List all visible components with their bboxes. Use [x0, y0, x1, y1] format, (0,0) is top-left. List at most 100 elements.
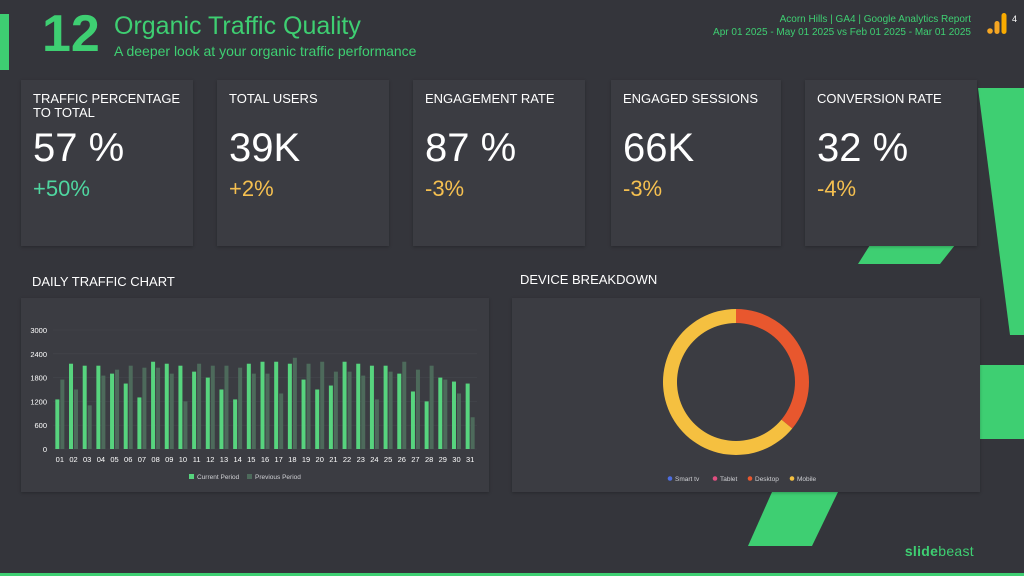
x-tick-label: 31: [466, 455, 474, 464]
bar-previous: [470, 417, 475, 449]
donut-slice-mobile: [663, 309, 793, 455]
kpi-label: ENGAGEMENT RATE: [425, 91, 555, 106]
x-tick-label: 14: [233, 455, 241, 464]
bar-current: [328, 385, 333, 449]
date-range: Apr 01 2025 - May 01 2025 vs Feb 01 2025…: [713, 27, 971, 38]
bar-current: [178, 365, 183, 449]
legend-dot: [747, 476, 753, 481]
brand-bold: slide: [904, 543, 939, 559]
kpi-value: 39K: [229, 126, 301, 170]
kpi-delta: +50%: [33, 176, 90, 201]
legend-label: Mobile: [797, 476, 817, 483]
y-tick-label: 0: [43, 445, 47, 454]
bar-current: [246, 363, 251, 449]
bar-previous: [156, 367, 161, 449]
x-tick-label: 24: [370, 455, 378, 464]
bar-current: [96, 365, 101, 449]
x-tick-label: 20: [316, 455, 324, 464]
x-tick-label: 03: [83, 455, 91, 464]
x-tick-label: 28: [425, 455, 433, 464]
legend-dot: [789, 476, 795, 481]
bar-previous: [361, 375, 366, 449]
x-tick-label: 11: [193, 455, 201, 464]
legend-swatch-previous: [247, 474, 252, 479]
bar-current: [192, 371, 197, 449]
bar-current: [369, 365, 374, 449]
donut-slice-desktop: [736, 309, 809, 429]
legend-label: Desktop: [755, 476, 779, 483]
bar-current: [451, 381, 456, 449]
kpi-label: TRAFFIC PERCENTAGE TO TOTAL: [33, 91, 181, 120]
device-breakdown-chart-card: Smart tv Tablet Desktop Mobile: [512, 298, 980, 492]
daily-traffic-chart-card: 0 600 1200 1800 2400 3000 01 02 03 04 05 06 07 08 09 10…: [21, 298, 489, 492]
bar-current: [397, 373, 402, 449]
brand-logo: slidebeast: [905, 543, 974, 559]
x-tick-label: 21: [329, 455, 337, 464]
deco-shape-mid: [858, 245, 955, 264]
y-tick-label: 1200: [30, 397, 47, 406]
deco-shape-top-right: [978, 88, 1024, 335]
bar-current: [301, 379, 306, 449]
bar-current: [151, 361, 156, 449]
kpi-label: TOTAL USERS: [229, 91, 318, 106]
page-title: Organic Traffic Quality: [114, 12, 361, 40]
bar-previous: [183, 401, 188, 449]
bar-current: [110, 373, 115, 449]
bar-current: [465, 383, 470, 449]
bar-current: [55, 399, 60, 449]
x-tick-label: 16: [261, 455, 269, 464]
kpi-value: 32 %: [817, 126, 909, 170]
legend-label: Tablet: [720, 476, 738, 483]
bar-previous: [238, 367, 243, 449]
x-tick-label: 29: [439, 455, 447, 464]
bar-previous: [87, 405, 92, 449]
kpi-card-engaged-sessions: ENGAGED SESSIONS 66K -3%: [611, 80, 781, 246]
bar-previous: [347, 371, 352, 449]
ga-badge-number: 4: [1012, 14, 1017, 24]
kpi-label: CONVERSION RATE: [817, 91, 942, 106]
bar-current: [287, 363, 292, 449]
page-number: 12: [42, 5, 100, 63]
bar-current: [315, 389, 320, 449]
report-meta: Acorn Hills | GA4 | Google Analytics Rep…: [713, 13, 971, 39]
x-tick-label: 06: [124, 455, 132, 464]
bar-current: [164, 363, 169, 449]
bar-current: [205, 377, 210, 449]
bar-previous: [443, 379, 448, 449]
x-tick-label: 23: [357, 455, 365, 464]
y-tick-label: 1800: [30, 374, 47, 383]
bar-previous: [128, 365, 133, 449]
kpi-card-engagement-rate: ENGAGEMENT RATE 87 % -3%: [413, 80, 585, 246]
bar-current: [123, 383, 128, 449]
bar-previous: [115, 369, 120, 449]
bar-current: [438, 377, 443, 449]
bar-previous: [169, 373, 174, 449]
kpi-value: 87 %: [425, 126, 517, 170]
x-tick-label: 05: [110, 455, 118, 464]
bar-current: [82, 365, 87, 449]
x-tick-label: 26: [398, 455, 406, 464]
bar-current: [219, 389, 224, 449]
x-tick-label: 18: [288, 455, 296, 464]
bar-current: [260, 361, 265, 449]
bar-previous: [456, 393, 461, 449]
bar-previous: [388, 371, 393, 449]
legend-label-previous: Previous Period: [255, 474, 301, 481]
x-tick-label: 15: [247, 455, 255, 464]
bar-previous: [197, 363, 202, 449]
brand-rest: beast: [938, 543, 974, 559]
google-analytics-icon: 4: [987, 13, 1017, 34]
bar-previous: [292, 357, 297, 449]
bar-current: [137, 397, 142, 449]
legend-label: Smart tv: [675, 476, 700, 483]
bar-current: [410, 391, 415, 449]
bar-current: [383, 365, 388, 449]
bar-previous: [279, 393, 284, 449]
legend-label-current: Current Period: [197, 474, 240, 481]
y-tick-label: 3000: [30, 326, 47, 335]
bar-current: [342, 361, 347, 449]
deco-shape-right: [980, 365, 1024, 439]
accent-bar: [0, 14, 9, 70]
x-tick-label: 07: [138, 455, 146, 464]
x-tick-label: 09: [165, 455, 173, 464]
